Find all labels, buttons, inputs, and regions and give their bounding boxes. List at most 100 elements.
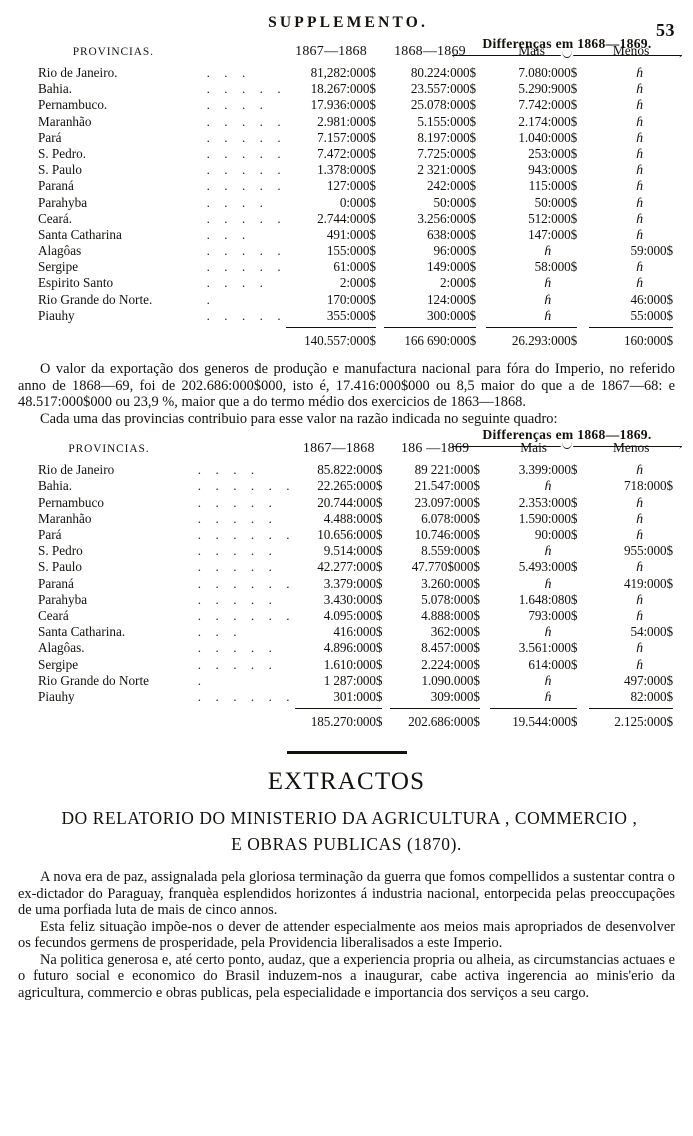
row-period-b-value: 309:000$ — [430, 688, 480, 704]
row-period-b-value: 2:000$ — [440, 275, 477, 291]
row-leader-dots: . . . — [197, 624, 243, 640]
null-value-mark: ɦ — [636, 211, 643, 227]
row-province: Piauhy — [38, 688, 75, 704]
table-2-col-dots-spacer — [198, 441, 295, 463]
middle-paragraphs: O valor da exportação dos generos de pro… — [18, 361, 675, 427]
null-value-mark: ɦ — [636, 179, 643, 195]
table-1-col-period-b: 1868—1869 — [394, 44, 466, 59]
table-row: Maranhão . . . . . 2.981:000$ 5.155:000$ 2.1… — [20, 113, 673, 131]
row-leader-dots: . . . . . . — [197, 478, 296, 494]
totals-rule-cell — [577, 706, 673, 712]
row-period-a-value: 170:000$ — [326, 291, 376, 307]
row-menos-value: ɦ — [577, 593, 673, 609]
row-period-b-value: 8.457:000$ — [421, 640, 480, 656]
row-menos-value: ɦ — [577, 276, 673, 292]
totals-menos: 160:000$ — [623, 333, 673, 348]
table-2-wrapper: Differenças em 1868—1869. PROVINCIAS. 18… — [20, 427, 682, 733]
row-leader-dots: . — [197, 672, 207, 688]
row-mais-value: ɦ — [480, 625, 578, 641]
row-menos-value: ɦ — [577, 147, 673, 163]
row-mais-value: 3.399:000$ — [518, 462, 578, 478]
row-menos-value: ɦ — [577, 528, 673, 544]
row-period-a-value: 1.610:000$ — [323, 656, 383, 672]
row-mais-value: 1.648:080$ — [518, 591, 578, 607]
folio-number: 53 — [656, 20, 675, 40]
null-value-mark: ɦ — [636, 495, 643, 511]
table-row: Rio Grande do Norte. 1 287:000$ 1.090.000$… — [20, 674, 673, 690]
row-leader-dots: . . . . — [206, 97, 269, 113]
row-province: Sergipe — [38, 656, 79, 672]
table-row: S. Pedro. . . . . . 7.472:000$ 7.725:000$ 25… — [20, 147, 673, 163]
table-row: Alagôas . . . . . 155:000$ 96:000$ ɦ 59:000$ — [20, 244, 673, 260]
row-leader-dots: . . . . . — [197, 591, 278, 607]
row-mais-value: 1.590:000$ — [518, 510, 578, 526]
table-2-diff-header-label: Differenças em 1868—1869. — [482, 427, 652, 443]
row-mais-value: 7.080:000$ — [518, 65, 578, 80]
document-page: SUPPLEMENTO. 53 Differenças em 1868—1869… — [0, 14, 693, 1136]
row-province: Pará — [38, 527, 62, 542]
table-row: Rio de Janeiro . . . . 85.822:000$ 89 221:0… — [20, 463, 673, 479]
row-province: Paraná — [38, 575, 74, 591]
row-mais-value: 50:000$ — [534, 194, 578, 210]
totals-dots-spacer — [198, 712, 295, 733]
row-mais-value: 3.561:000$ — [518, 640, 578, 656]
row-period-a-value: 0:000$ — [339, 194, 376, 210]
table-2-diff-header: Differenças em 1868—1869. — [452, 427, 682, 455]
row-province: Alagôas — [38, 243, 82, 259]
row-mais-value: ɦ — [476, 276, 577, 292]
row-mais-value: 5.290:900$ — [518, 81, 578, 97]
table-row: S. Paulo . . . . . 1.378:000$ 2 321:000$ 943… — [20, 163, 673, 179]
null-value-mark: ɦ — [636, 511, 643, 527]
null-value-mark: ɦ — [544, 308, 552, 324]
row-leader-dots: . . . . . . — [197, 575, 296, 591]
null-value-mark: ɦ — [636, 276, 643, 292]
paragraph-export-value: O valor da exportação dos generos de pro… — [18, 361, 675, 411]
totals-rule-cell — [376, 325, 477, 331]
null-value-mark: ɦ — [544, 276, 552, 292]
row-mais-value: 147:000$ — [528, 226, 578, 242]
row-period-b-value: 1.090.000$ — [421, 672, 480, 688]
table-row: Sergipe . . . . . 61:000$ 149:000$ 58:000$ ɦ — [20, 260, 673, 276]
row-period-b-value: 80.224:000$ — [410, 65, 477, 80]
row-menos-value: ɦ — [577, 66, 673, 82]
row-period-a-value: 491:000$ — [326, 226, 376, 242]
row-period-b-value: 25.078:000$ — [410, 97, 477, 113]
row-period-a-value: 2.981:000$ — [317, 113, 376, 129]
null-value-mark: ɦ — [544, 544, 552, 560]
row-leader-dots: . . . . . — [206, 162, 287, 178]
brace-icon — [452, 444, 682, 455]
row-province: Pernambuco. — [38, 97, 108, 113]
row-menos-value: 497:000$ — [623, 672, 673, 688]
row-province: Maranhão — [38, 510, 92, 526]
null-value-mark: ɦ — [544, 576, 552, 592]
table-row: Rio Grande do Norte.. 170:000$ 124:000$ ɦ 46… — [20, 291, 673, 309]
null-value-mark: ɦ — [544, 673, 552, 689]
table-2-col-provinces: PROVINCIAS. — [68, 443, 150, 456]
row-province: Rio de Janeiro — [38, 462, 115, 478]
row-menos-value: 59:000$ — [630, 243, 673, 259]
null-value-mark: ɦ — [636, 528, 643, 543]
totals-menos: 2.125:000$ — [614, 714, 673, 730]
row-menos-value: ɦ — [577, 179, 673, 195]
row-leader-dots: . . . . . — [206, 243, 287, 259]
row-province: S. Pedro — [38, 543, 83, 559]
row-mais-value: 614:000$ — [528, 656, 578, 672]
table-row: S. Pedro . . . . . 9.514:000$ 8.559:000$ ɦ 95… — [20, 544, 673, 560]
row-menos-value: ɦ — [577, 658, 673, 674]
row-mais-value: 512:000$ — [528, 210, 578, 226]
table-row: Paraná . . . . . 127:000$ 242:000$ 115:000$ ɦ — [20, 179, 673, 195]
row-leader-dots: . . . . — [206, 194, 269, 210]
row-leader-dots: . . . . — [206, 275, 269, 291]
row-mais-value: ɦ — [480, 577, 578, 593]
row-leader-dots: . . . . . — [197, 640, 278, 656]
paragraph-politica-generosa: Na politica generosa e, até certo ponto,… — [18, 951, 675, 1001]
row-period-b-value: 8.559:000$ — [421, 543, 480, 559]
row-leader-dots: . . . . . — [206, 307, 287, 323]
null-value-mark: ɦ — [636, 227, 643, 243]
table-row: Alagôas. . . . . . 4.896:000$ 8.457:000$ 3.5… — [20, 641, 673, 657]
null-value-mark: ɦ — [636, 608, 643, 624]
paragraph-feliz-situacao: Esta feliz situação impõe-nos o dever de… — [18, 918, 675, 952]
null-value-mark: ɦ — [544, 625, 552, 641]
row-period-a-value: 61:000$ — [333, 259, 376, 275]
row-period-a-value: 22.265:000$ — [317, 478, 383, 494]
